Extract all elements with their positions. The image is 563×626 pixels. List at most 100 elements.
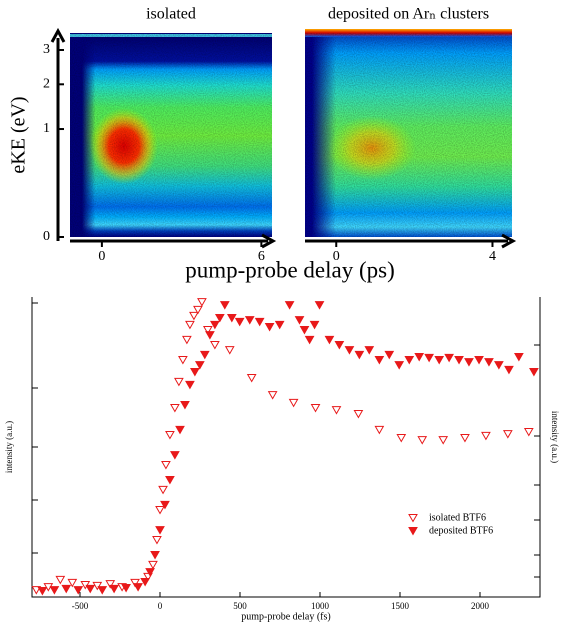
data-point bbox=[310, 404, 321, 413]
data-point bbox=[148, 560, 158, 570]
heatmap-image-1 bbox=[70, 33, 272, 237]
data-point bbox=[165, 476, 175, 485]
data-point bbox=[438, 436, 449, 445]
x-tick-label: 0 bbox=[98, 249, 105, 264]
data-point bbox=[165, 431, 175, 440]
y2-axis-label: intensity (a.u.) bbox=[550, 411, 560, 463]
data-point bbox=[424, 353, 434, 363]
y-axis-label: intensity (a.u.) bbox=[4, 421, 14, 473]
data-point bbox=[145, 568, 155, 577]
panel-title: deposited on Arₙ clusters bbox=[328, 6, 489, 23]
y-tick-label: 3 bbox=[43, 42, 50, 57]
panel-title: isolated bbox=[146, 6, 196, 23]
data-point bbox=[460, 434, 470, 443]
data-point bbox=[481, 431, 491, 441]
data-point bbox=[294, 316, 305, 325]
data-point bbox=[130, 578, 140, 588]
x-axis-label: pump-probe delay (ps) bbox=[185, 257, 395, 282]
data-point bbox=[155, 506, 165, 515]
data-point bbox=[324, 335, 335, 345]
data-point bbox=[364, 346, 375, 355]
data-point bbox=[454, 356, 464, 365]
legend-marker bbox=[408, 514, 418, 523]
data-point bbox=[189, 311, 199, 321]
data-point bbox=[155, 526, 165, 535]
x-tick-label: 1500 bbox=[391, 601, 410, 611]
data-point bbox=[374, 356, 385, 365]
data-point bbox=[175, 425, 185, 435]
data-point bbox=[444, 353, 454, 363]
data-point bbox=[121, 584, 131, 593]
legend-marker bbox=[408, 527, 418, 536]
x-tick-label: 500 bbox=[233, 601, 247, 611]
data-point bbox=[219, 301, 230, 310]
data-point bbox=[190, 368, 200, 377]
data-point bbox=[55, 575, 66, 585]
data-point bbox=[214, 314, 225, 323]
data-point bbox=[97, 586, 108, 595]
x-axis-arrow bbox=[261, 233, 277, 249]
data-point bbox=[417, 436, 428, 445]
data-point bbox=[49, 586, 60, 595]
data-point bbox=[170, 404, 180, 413]
x-tick-label: 0 bbox=[333, 249, 340, 264]
data-point bbox=[274, 320, 285, 330]
data-point bbox=[267, 391, 278, 400]
data-point bbox=[109, 584, 119, 594]
data-point bbox=[193, 305, 203, 315]
x-axis-label: pump-probe delay (fs) bbox=[241, 611, 330, 622]
data-point bbox=[394, 361, 405, 370]
legend-label: isolated BTF6 bbox=[429, 512, 486, 523]
data-point bbox=[246, 374, 257, 383]
data-point bbox=[205, 331, 215, 340]
data-point bbox=[182, 335, 192, 345]
data-point bbox=[334, 341, 345, 350]
data-point bbox=[197, 298, 207, 307]
data-point bbox=[254, 317, 265, 327]
x-tick-label: 0 bbox=[158, 601, 163, 611]
data-point bbox=[264, 323, 275, 332]
data-point bbox=[331, 406, 342, 415]
y-tick-label: 0 bbox=[43, 229, 50, 244]
data-point bbox=[202, 326, 213, 335]
x-axis-arrow bbox=[501, 233, 517, 249]
data-point bbox=[224, 346, 235, 355]
data-point bbox=[344, 346, 355, 355]
data-point bbox=[174, 377, 184, 387]
data-point bbox=[150, 551, 160, 560]
data-point bbox=[284, 301, 295, 310]
data-point bbox=[304, 335, 315, 345]
data-point bbox=[210, 341, 220, 350]
data-point bbox=[73, 586, 84, 595]
data-point bbox=[234, 317, 245, 327]
data-point bbox=[67, 578, 78, 588]
data-point bbox=[374, 425, 385, 435]
data-point bbox=[353, 410, 364, 419]
data-point bbox=[396, 434, 407, 443]
data-point bbox=[314, 301, 325, 310]
data-point bbox=[529, 368, 539, 377]
data-point bbox=[494, 361, 504, 370]
data-point bbox=[309, 320, 320, 330]
data-point bbox=[160, 500, 170, 510]
data-point bbox=[140, 578, 150, 587]
data-point bbox=[299, 326, 310, 335]
data-point bbox=[85, 584, 96, 594]
data-point bbox=[404, 356, 415, 365]
y-tick-label: 2 bbox=[43, 77, 50, 92]
data-point bbox=[434, 356, 445, 365]
data-point bbox=[37, 587, 48, 596]
x-tick-label: 6 bbox=[258, 249, 265, 264]
data-point bbox=[226, 314, 237, 323]
data-point bbox=[133, 583, 143, 592]
data-point bbox=[92, 581, 103, 591]
y-axis-arrow bbox=[50, 27, 66, 43]
data-point bbox=[152, 536, 162, 545]
data-point bbox=[199, 350, 210, 360]
data-point bbox=[105, 580, 116, 589]
data-point bbox=[464, 358, 474, 367]
scatter-axes bbox=[31, 297, 541, 598]
data-point bbox=[170, 451, 180, 460]
